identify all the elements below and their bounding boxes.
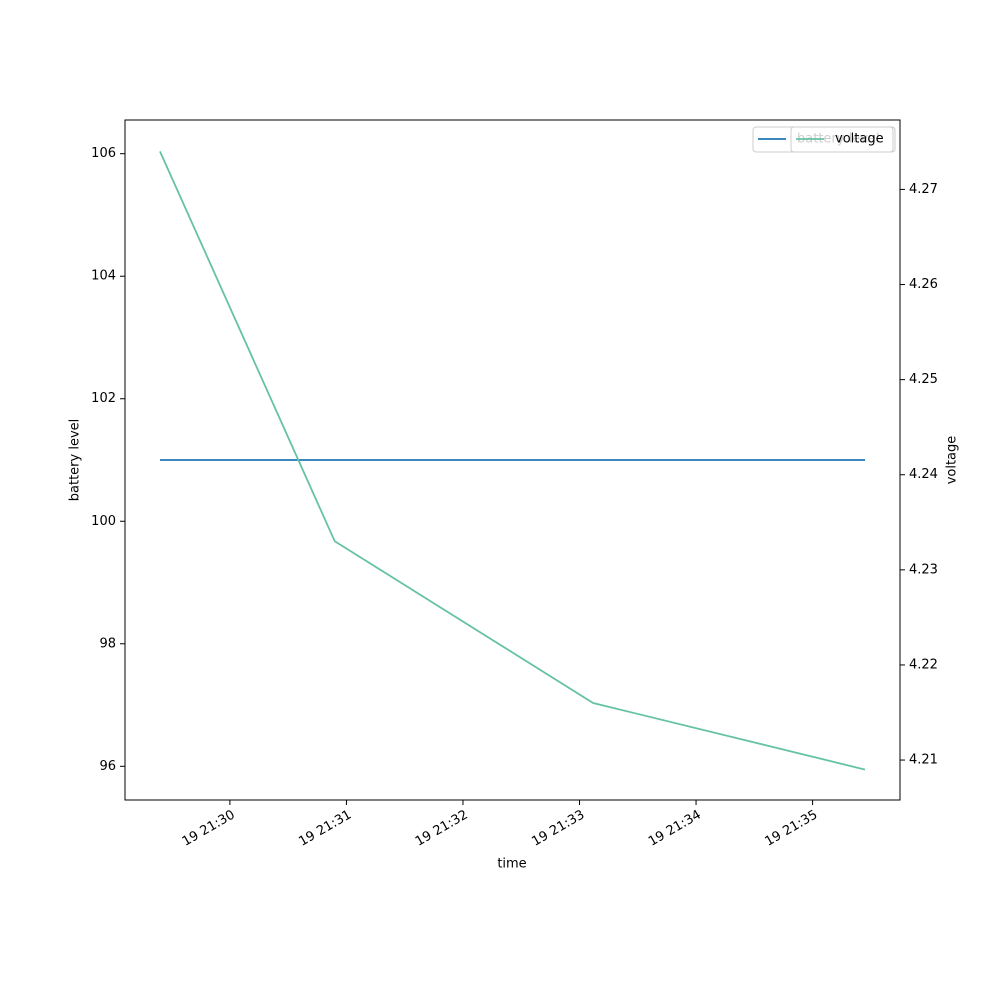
y2-tick-label: 4.21 [909, 753, 938, 768]
y2-axis-label: voltage [945, 436, 960, 485]
legend: voltage [790, 126, 894, 153]
y2-tick-label: 4.22 [909, 657, 938, 672]
y-tick-label: 96 [99, 759, 116, 774]
y2-tick-label: 4.27 [909, 182, 938, 197]
x-axis-label: time [497, 857, 526, 872]
y-axis-label: battery level [68, 419, 83, 502]
series-line [159, 151, 866, 771]
y-tick-label: 98 [99, 636, 116, 651]
y-tick-label: 104 [91, 269, 116, 284]
legend-label: voltage [835, 132, 884, 147]
y-tick-label: 106 [91, 146, 116, 161]
y2-tick-label: 4.24 [909, 467, 938, 482]
y2-tick-label: 4.26 [909, 277, 938, 292]
y-tick-label: 102 [91, 391, 116, 406]
axes-frame [124, 119, 901, 801]
y2-tick-label: 4.25 [909, 372, 938, 387]
legend-box [790, 126, 894, 153]
y2-tick-label: 4.23 [909, 562, 938, 577]
y-tick-label: 100 [91, 514, 116, 529]
